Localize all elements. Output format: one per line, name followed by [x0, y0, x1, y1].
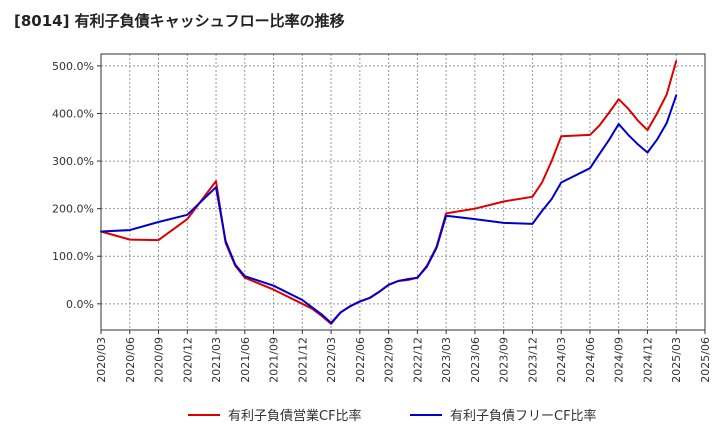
- legend-label: 有利子負債営業CF比率: [228, 408, 362, 424]
- x-tick-label: 2020/09: [153, 337, 166, 383]
- x-tick-label: 2023/12: [526, 337, 539, 383]
- y-tick-label: 500.0%: [52, 60, 94, 73]
- x-tick-label: 2023/06: [469, 337, 482, 383]
- y-tick-label: 300.0%: [52, 155, 94, 168]
- plot-frame: [100, 53, 706, 331]
- y-tick-label: 100.0%: [52, 250, 94, 263]
- x-tick-label: 2025/06: [699, 337, 712, 383]
- x-tick-label: 2024/06: [584, 337, 597, 383]
- x-tick-label: 2020/03: [95, 337, 108, 383]
- x-tick-label: 2024/09: [613, 337, 626, 383]
- x-tick-label: 2024/12: [641, 337, 654, 383]
- x-axis-ticks: 2020/03 2020/06 2020/09 2020/12 2021/03 2021/…: [95, 330, 712, 383]
- x-tick-label: 2021/03: [210, 337, 223, 383]
- series-lines: [100, 60, 678, 325]
- legend: 有利子負債営業CF比率 有利子負債フリーCF比率: [188, 408, 597, 424]
- x-tick-label: 2021/06: [239, 337, 252, 383]
- x-tick-label: 2024/03: [555, 337, 568, 383]
- x-tick-label: 2021/09: [268, 337, 281, 383]
- y-tick-label: 0.0%: [66, 298, 94, 311]
- x-tick-label: 2022/03: [325, 337, 338, 383]
- y-axis-ticks: 0.0% 100.0% 200.0% 300.0% 400.0% 500.0%: [52, 60, 101, 311]
- plot-area: [101, 54, 705, 330]
- y-tick-label: 200.0%: [52, 203, 94, 216]
- x-tick-label: 2022/09: [383, 337, 396, 383]
- x-tick-label: 2022/06: [354, 337, 367, 383]
- x-tick-label: 2025/03: [670, 337, 683, 383]
- legend-label: 有利子負債フリーCF比率: [450, 408, 597, 424]
- x-tick-label: 2023/09: [498, 337, 511, 383]
- x-tick-label: 2020/06: [124, 337, 137, 383]
- chart-title: [8014] 有利子負債キャッシュフロー比率の推移: [14, 12, 345, 30]
- x-tick-label: 2023/03: [440, 337, 453, 383]
- x-tick-label: 2021/12: [296, 337, 309, 383]
- x-tick-label: 2022/12: [411, 337, 424, 383]
- series-line: [100, 94, 678, 324]
- x-tick-label: 2020/12: [181, 337, 194, 383]
- y-tick-label: 400.0%: [52, 107, 94, 120]
